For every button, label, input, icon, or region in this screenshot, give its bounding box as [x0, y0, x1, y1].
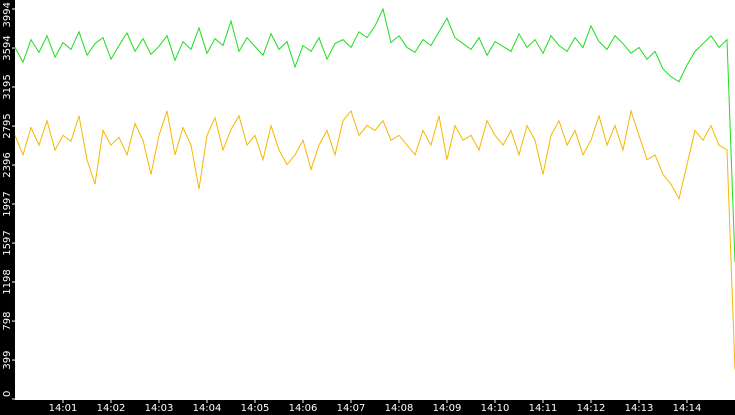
- x-tick-label: 14:05: [241, 403, 270, 414]
- y-tick-label: 3594: [2, 35, 13, 60]
- y-tick-label: 399: [2, 350, 13, 369]
- x-tick-label: 14:01: [49, 403, 78, 414]
- y-tick-label: 1198: [2, 269, 13, 294]
- x-tick-label: 14:09: [433, 403, 462, 414]
- y-tick-label: 3994: [2, 2, 13, 27]
- x-tick-label: 14:13: [625, 403, 654, 414]
- y-tick-label: 0: [2, 391, 13, 397]
- x-tick-label: 14:07: [337, 403, 366, 414]
- y-axis-bar: [0, 0, 15, 415]
- x-tick-label: 14:03: [145, 403, 174, 414]
- x-axis-bar: [0, 400, 735, 415]
- x-tick-label: 14:08: [385, 403, 414, 414]
- x-tick-label: 14:14: [673, 403, 702, 414]
- y-tick-label: 1597: [2, 230, 13, 255]
- y-tick-label: 2396: [2, 152, 13, 177]
- y-tick-label: 2795: [2, 113, 13, 138]
- x-tick-label: 14:11: [529, 403, 558, 414]
- series-line: [14, 7, 735, 263]
- x-tick-label: 14:06: [289, 403, 318, 414]
- x-tick-label: 14:04: [193, 403, 222, 414]
- x-tick-label: 14:10: [481, 403, 510, 414]
- y-tick-label: 798: [2, 312, 13, 331]
- y-tick-label: 1997: [2, 191, 13, 216]
- x-tick-label: 14:02: [97, 403, 126, 414]
- y-tick-label: 3195: [2, 74, 13, 99]
- series-line: [14, 108, 735, 370]
- x-tick-label: 14:12: [577, 403, 606, 414]
